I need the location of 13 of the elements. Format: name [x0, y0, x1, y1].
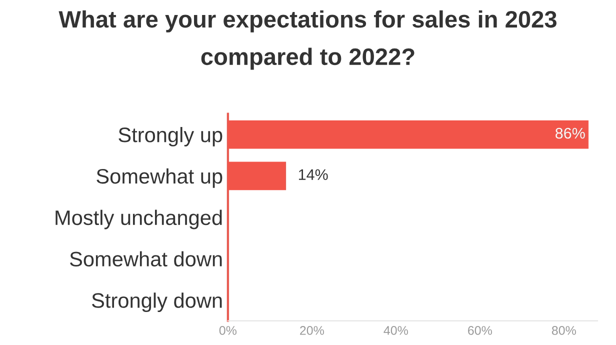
y-tick-label: Somewhat up: [96, 168, 222, 188]
y-tick-label: Somewhat down: [70, 251, 222, 267]
y-tick-label: Mostly unchanged: [56, 210, 222, 230]
data-label: 86%: [556, 128, 585, 139]
y-tick-label: Strongly down: [92, 292, 222, 312]
x-tick-label: 40%: [384, 326, 408, 335]
chart-title: What are your expectations for sales in 2023 compared to 2022?: [58, 10, 556, 70]
y-tick-label: Strongly up: [118, 127, 222, 146]
x-tick-label: 80%: [552, 326, 576, 335]
x-tick-label: 60%: [468, 326, 492, 335]
x-tick-label: 0%: [219, 326, 237, 335]
x-tick-label: 20%: [300, 326, 324, 335]
data-label: 14%: [298, 169, 328, 180]
